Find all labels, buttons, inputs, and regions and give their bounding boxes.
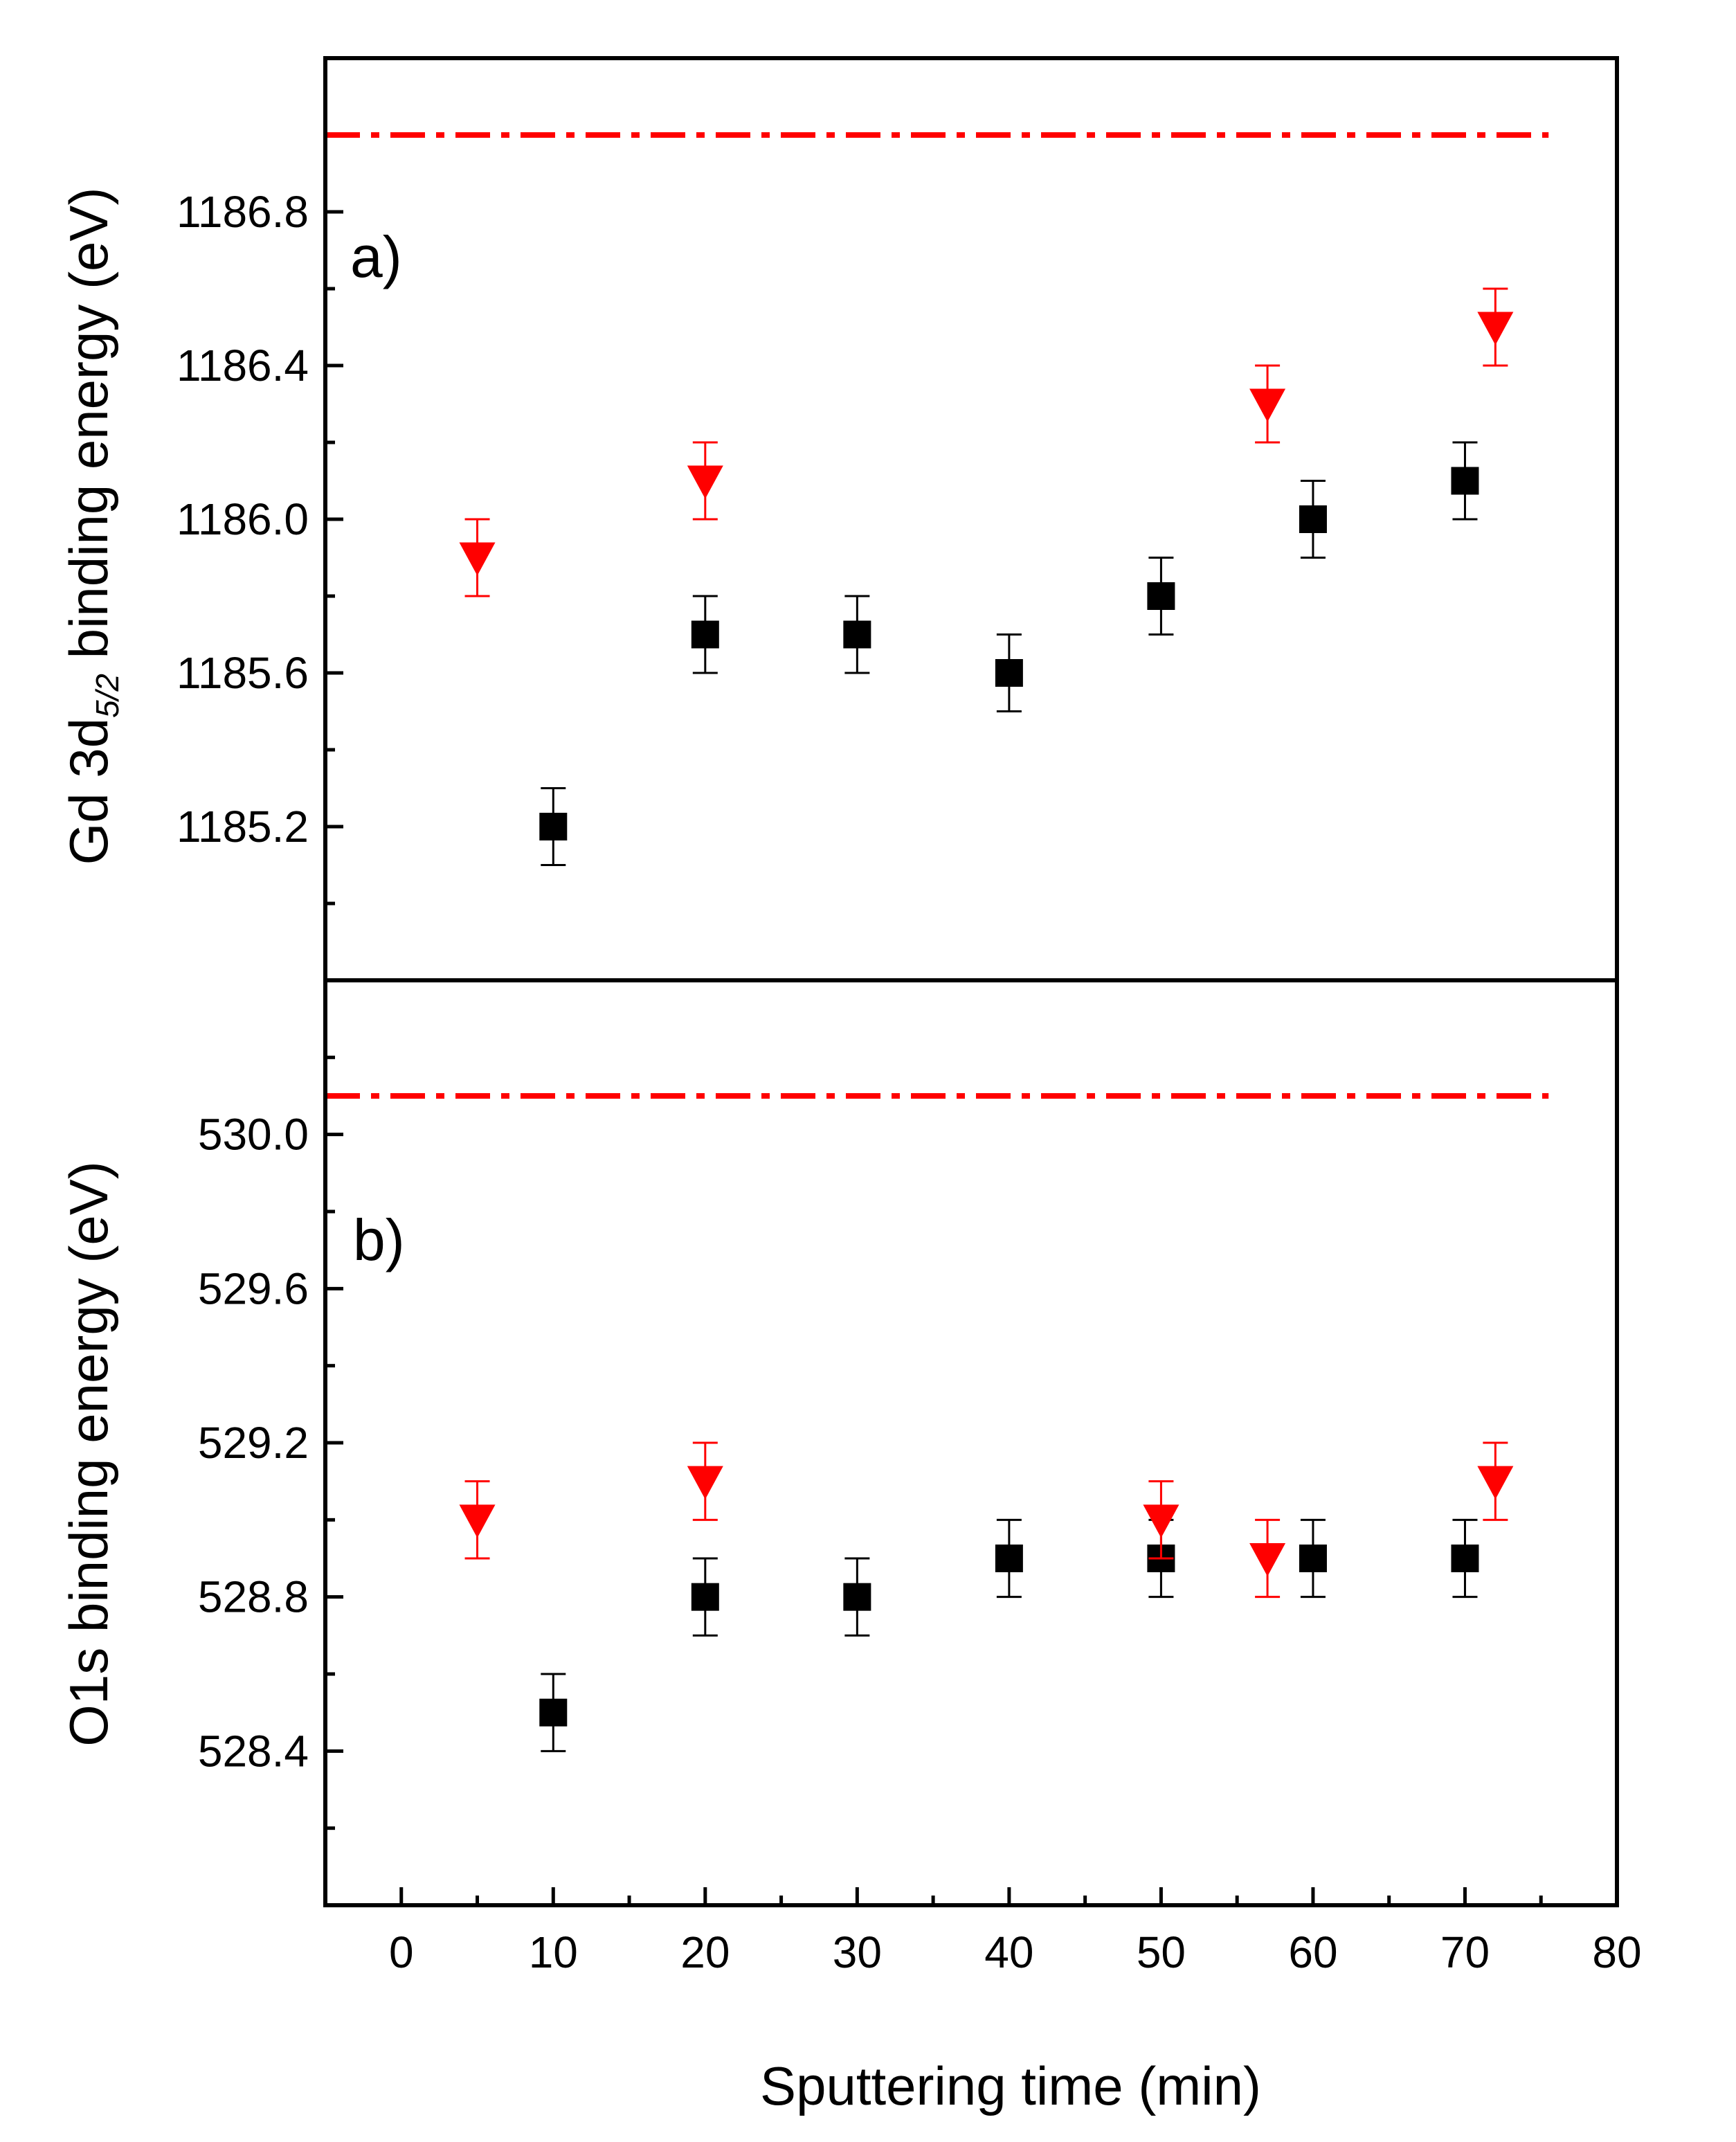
x-tick-label: 70 [1440,1927,1490,1977]
panel-a-ylabel-subscript: 5/2 [89,674,125,718]
x-tick-label: 60 [1288,1927,1337,1977]
panel-b-y-tick-label: 530.0 [198,1110,309,1160]
panel-b-square-point [843,1583,871,1611]
panel-a-square-point [1299,505,1327,533]
panel-a-ylabel-main: Gd 3d [58,718,119,865]
panel-b-triangle-point [1249,1543,1286,1576]
panel-b-square-point [1299,1545,1327,1572]
x-tick-label: 80 [1592,1927,1641,1977]
panel-a-square-point [539,813,568,840]
panel-a-y-tick-label: 1186.0 [177,494,309,544]
panel-b-square-point [1451,1545,1479,1572]
panel-a-square-point [1147,582,1175,610]
panel-a-triangle-point [459,542,496,576]
x-axis-title: Sputtering time (min) [760,2055,1261,2116]
x-tick-label: 50 [1137,1927,1186,1977]
panel-a-y-tick-label: 1186.4 [177,341,309,390]
panel-a-y-axis-title: Gd 3d5/2 binding energy (eV) [58,188,125,865]
panel-b-y-tick-label: 529.6 [198,1263,309,1313]
panel-b-triangle-point [459,1504,496,1538]
panel-a-plot-area: 1185.2 1185.6 1186.0 1186.4 1186.8 [177,132,1549,906]
panel-b-triangle-point [1143,1504,1179,1538]
x-axis: 0 10 20 30 40 50 60 70 80 [389,1887,1642,1977]
panel-b: 528.4 528.8 529.2 529.6 530.0 b) O1s binding… [58,1055,1549,1830]
x-tick-label: 20 [680,1927,730,1977]
panel-b-triangle-point [687,1466,723,1500]
panel-b-square-point [995,1545,1023,1572]
panel-b-triangle-point [1477,1466,1514,1500]
panel-a: 1185.2 1185.6 1186.0 1186.4 1186.8 a) Gd 3d5… [58,132,1549,906]
panel-a-square-point [995,659,1023,687]
panel-a-square-point [1451,467,1479,495]
x-tick-label: 0 [389,1927,414,1977]
panel-b-y-axis-title: O1s binding energy (eV) [58,1161,119,1746]
panel-a-triangle-point [687,465,723,499]
panel-b-y-tick-label: 529.2 [198,1418,309,1468]
x-tick-label: 30 [833,1927,882,1977]
panel-a-square-point [843,620,871,649]
panel-a-y-tick-label: 1186.8 [177,187,309,237]
panel-a-triangle-point [1249,388,1286,422]
panel-a-y-tick-label: 1185.6 [177,648,309,698]
panel-b-plot-area: 528.4 528.8 529.2 529.6 530.0 [198,1055,1549,1830]
panel-b-y-tick-label: 528.4 [198,1726,309,1776]
panel-a-ylabel-rest: binding energy (eV) [58,188,119,674]
panel-b-square-point [539,1698,568,1727]
panel-a-y-tick-label: 1185.2 [177,802,309,852]
panel-a-triangle-point [1477,312,1514,345]
panel-b-label: b) [353,1207,405,1272]
x-tick-label: 10 [529,1927,578,1977]
panel-a-square-point [691,620,719,649]
panel-b-square-point [691,1583,719,1611]
panel-a-label: a) [350,224,402,289]
plot-frame [323,56,1619,1907]
panel-b-y-tick-label: 528.8 [198,1572,309,1622]
x-tick-label: 40 [984,1927,1033,1977]
